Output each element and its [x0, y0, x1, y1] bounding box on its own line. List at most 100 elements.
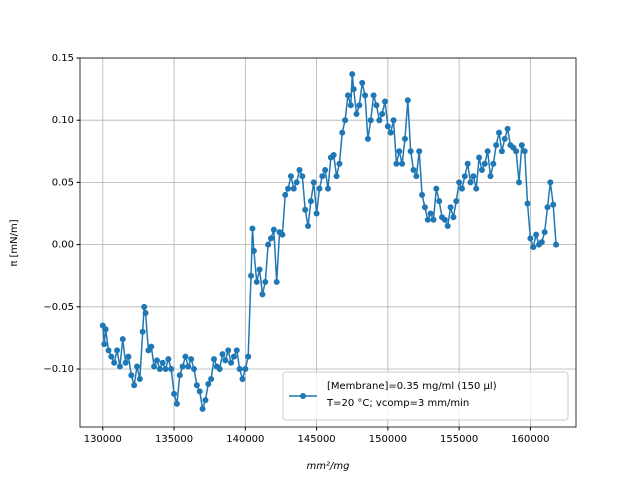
data-point [513, 148, 520, 155]
data-point [249, 225, 256, 232]
y-tick-label: 0.05 [52, 177, 74, 188]
data-point [262, 278, 269, 285]
data-point [162, 366, 169, 373]
data-point [407, 148, 414, 155]
data-point [310, 179, 317, 186]
data-point [139, 328, 146, 335]
data-point [319, 173, 326, 180]
data-point [470, 173, 477, 180]
data-point [142, 310, 149, 317]
data-point [210, 356, 217, 363]
data-point [476, 154, 483, 161]
data-point [464, 160, 471, 167]
data-point [421, 204, 428, 211]
data-point [141, 303, 148, 310]
data-point [447, 204, 454, 211]
x-tick-label: 135000 [155, 434, 193, 445]
data-point [433, 185, 440, 192]
data-point [159, 359, 166, 366]
x-axis-label: mm²/mg [307, 461, 350, 472]
data-point [467, 179, 474, 186]
data-point [498, 148, 505, 155]
data-point [322, 166, 329, 173]
data-point [347, 102, 354, 109]
data-point [387, 129, 394, 136]
data-point [524, 200, 531, 207]
data-point [119, 336, 126, 343]
data-point [233, 347, 240, 354]
data-point [151, 363, 158, 370]
data-point [296, 166, 303, 173]
data-point [359, 79, 366, 86]
data-point [441, 216, 448, 223]
plot-frame [79, 57, 577, 428]
data-point [299, 173, 306, 180]
data-point [458, 185, 465, 192]
data-point [219, 351, 226, 358]
data-point [205, 380, 212, 387]
data-point [473, 185, 480, 192]
data-point [547, 179, 554, 186]
x-tick-label: 150000 [369, 434, 407, 445]
data-point [259, 291, 266, 298]
data-point [173, 400, 180, 407]
data-point [444, 222, 451, 229]
data-point [430, 216, 437, 223]
data-point [325, 185, 331, 192]
data-point [128, 372, 135, 379]
data-point [527, 235, 534, 242]
data-point [125, 353, 132, 360]
data-point [108, 353, 115, 360]
data-point [153, 357, 160, 364]
data-point [248, 272, 255, 279]
data-point [490, 160, 497, 167]
legend: [Membrane]=0.35 mg/ml (150 μl) T=20 °C; v… [282, 371, 569, 421]
data-point [305, 222, 312, 229]
data-point [256, 266, 263, 273]
data-point [487, 173, 494, 180]
data-point [228, 359, 235, 366]
data-point [230, 353, 237, 360]
data-point [196, 388, 203, 395]
data-point [410, 166, 417, 173]
data-point [193, 382, 200, 389]
data-point [349, 71, 356, 78]
x-tick-label: 160000 [511, 434, 549, 445]
data-point [176, 372, 183, 379]
data-point [191, 366, 198, 373]
data-point [401, 135, 408, 142]
data-point [168, 366, 175, 373]
data-point [339, 129, 346, 136]
data-point [245, 353, 252, 360]
data-point [456, 179, 463, 186]
data-point [362, 92, 369, 99]
legend-box [282, 371, 569, 421]
data-point [342, 117, 349, 124]
data-point [396, 148, 403, 155]
data-point [515, 179, 522, 186]
data-point [179, 363, 186, 370]
data-point [222, 357, 229, 364]
data-point [481, 160, 488, 167]
data-point [413, 173, 420, 180]
data-point [239, 375, 246, 382]
data-point [148, 343, 155, 350]
data-point [287, 173, 294, 180]
data-point [105, 347, 112, 354]
x-tick-label: 140000 [226, 434, 264, 445]
data-point [253, 278, 260, 285]
data-point [538, 239, 545, 246]
data-point [313, 210, 320, 217]
y-axis-label: π [mN/m] [9, 219, 20, 266]
data-point [208, 375, 215, 382]
data-point [427, 210, 434, 217]
data-point [364, 135, 371, 142]
data-point [393, 160, 400, 167]
data-point [171, 390, 178, 397]
y-tick-label: 0.10 [52, 115, 74, 126]
data-point [267, 235, 274, 242]
data-point [518, 142, 525, 149]
data-point [453, 198, 460, 205]
data-point [436, 198, 443, 205]
data-point [101, 341, 108, 348]
